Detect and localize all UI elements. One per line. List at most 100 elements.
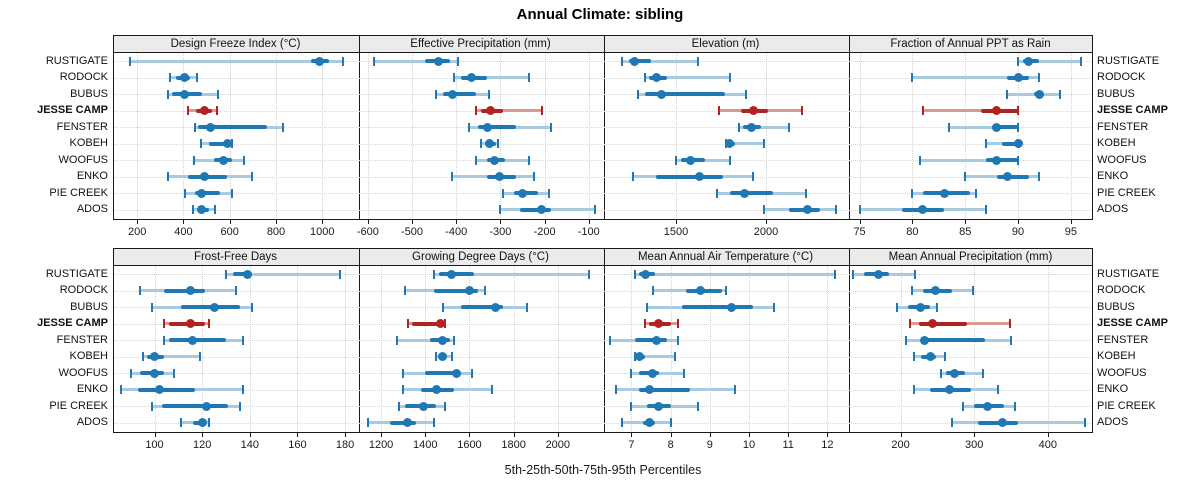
axis-tick-label: 300 [964,439,984,451]
row-guide-gridline [114,209,357,211]
whisker-cap-95th [734,385,737,395]
median-dot [185,319,195,329]
whisker-cap-95th [745,89,748,99]
panel-separator [849,36,850,52]
whisker-cap-95th [234,286,237,296]
whisker-cap-5th [168,73,171,83]
row-guide-gridline [604,209,847,211]
axis-tick [183,219,185,224]
median-dot [180,89,190,99]
whisker-cap-95th [974,188,977,198]
axis-tick [513,432,515,437]
whisker-cap-95th [1038,73,1041,83]
panel-separator [359,266,360,432]
axis-tick-label: 180 [335,439,355,451]
strip-title-effective-precipitation-mm: Effective Precipitation (mm) [410,38,551,50]
whisker-cap-95th [444,401,447,411]
axis-tick-label: 2000 [545,439,571,451]
median-dot [438,352,448,362]
whisker-5-95 [922,109,1019,113]
whisker-5-95 [453,76,530,80]
whisker-cap-5th [637,89,640,99]
site-label-bubus: BUBUS [1097,300,1135,313]
axis-tick [900,432,902,437]
site-label-bubus: BUBUS [70,87,108,100]
whisker-5-95 [726,142,765,146]
site-label-ados: ADOS [76,203,108,216]
median-dot [918,205,928,215]
whisker-cap-5th [397,401,400,411]
site-label-enko: ENKO [1097,383,1129,396]
median-dot [652,335,662,345]
whisker-cap-95th [697,401,700,411]
site-label-pie-creek: PIE CREEK [49,186,108,199]
whisker-cap-5th [129,56,132,66]
row-guide-gridline [359,373,602,375]
site-label-ados: ADOS [76,416,108,429]
site-label-bubus: BUBUS [70,300,108,313]
v-gridline [676,53,677,218]
whisker-cap-95th [550,122,553,132]
whisker-cap-95th [196,73,199,83]
whisker-cap-5th [912,352,915,362]
whisker-5-95 [434,272,589,276]
median-dot [431,385,441,395]
axis-tick-label: 200 [127,226,147,238]
site-label-rustigate: RUSTIGATE [45,267,108,280]
median-dot [447,269,457,279]
median-dot [1034,89,1044,99]
whisker-cap-5th [940,368,943,378]
panel-design-freeze-index-c [114,53,357,218]
median-dot [438,335,448,345]
median-dot [1013,139,1023,149]
iqr-bar-25-75 [1002,141,1019,146]
whisker-cap-95th [985,205,988,215]
whisker-cap-5th [404,286,407,296]
median-dot [315,56,325,66]
row-guide-gridline [114,77,357,79]
axis-tick [276,219,277,224]
panel-separator [359,53,360,219]
whisker-5-95 [635,272,836,276]
row-guide-gridline [849,94,1092,96]
median-dot [197,205,207,215]
median-dot [536,205,546,215]
axis-tick [965,219,967,224]
median-dot [695,286,705,296]
median-dot [242,269,252,279]
median-dot [630,56,640,66]
iqr-bar-25-75 [164,288,205,293]
median-dot [748,106,758,116]
whisker-cap-5th [621,56,623,66]
median-dot [482,122,492,132]
whisker-cap-95th [339,269,342,279]
whisker-cap-95th [1017,155,1020,165]
whisker-cap-5th [402,385,405,395]
median-dot [188,335,198,345]
v-gridline [1047,266,1049,431]
axis-tick-label: 1200 [368,439,394,451]
v-gridline [137,53,139,218]
median-dot [982,401,992,411]
iqr-bar-25-75 [629,59,651,64]
axis-tick [588,219,590,224]
row-guide-gridline [359,323,602,325]
site-label-kobeh: KOBEH [1097,350,1136,363]
whisker-5-95 [130,59,344,63]
axis-tick-label: 100 [145,439,164,451]
axis-tick [229,219,231,224]
whisker-cap-5th [651,286,654,296]
whisker-cap-95th [773,302,776,312]
whisker-cap-5th [139,286,142,296]
whisker-cap-95th [541,106,544,116]
iqr-bar-25-75 [682,305,753,310]
median-dot [418,401,428,411]
median-dot [726,302,736,312]
strip-title-design-freeze-index-c: Design Freeze Index (°C) [170,38,301,50]
axis-tick-label: 400 [1038,439,1057,451]
median-dot [1002,172,1012,182]
site-label-enko: ENKO [76,383,108,396]
site-label-kobeh: KOBEH [1097,137,1136,150]
whisker-cap-5th [910,286,913,296]
axis-tick-label: 95 [1064,226,1077,238]
